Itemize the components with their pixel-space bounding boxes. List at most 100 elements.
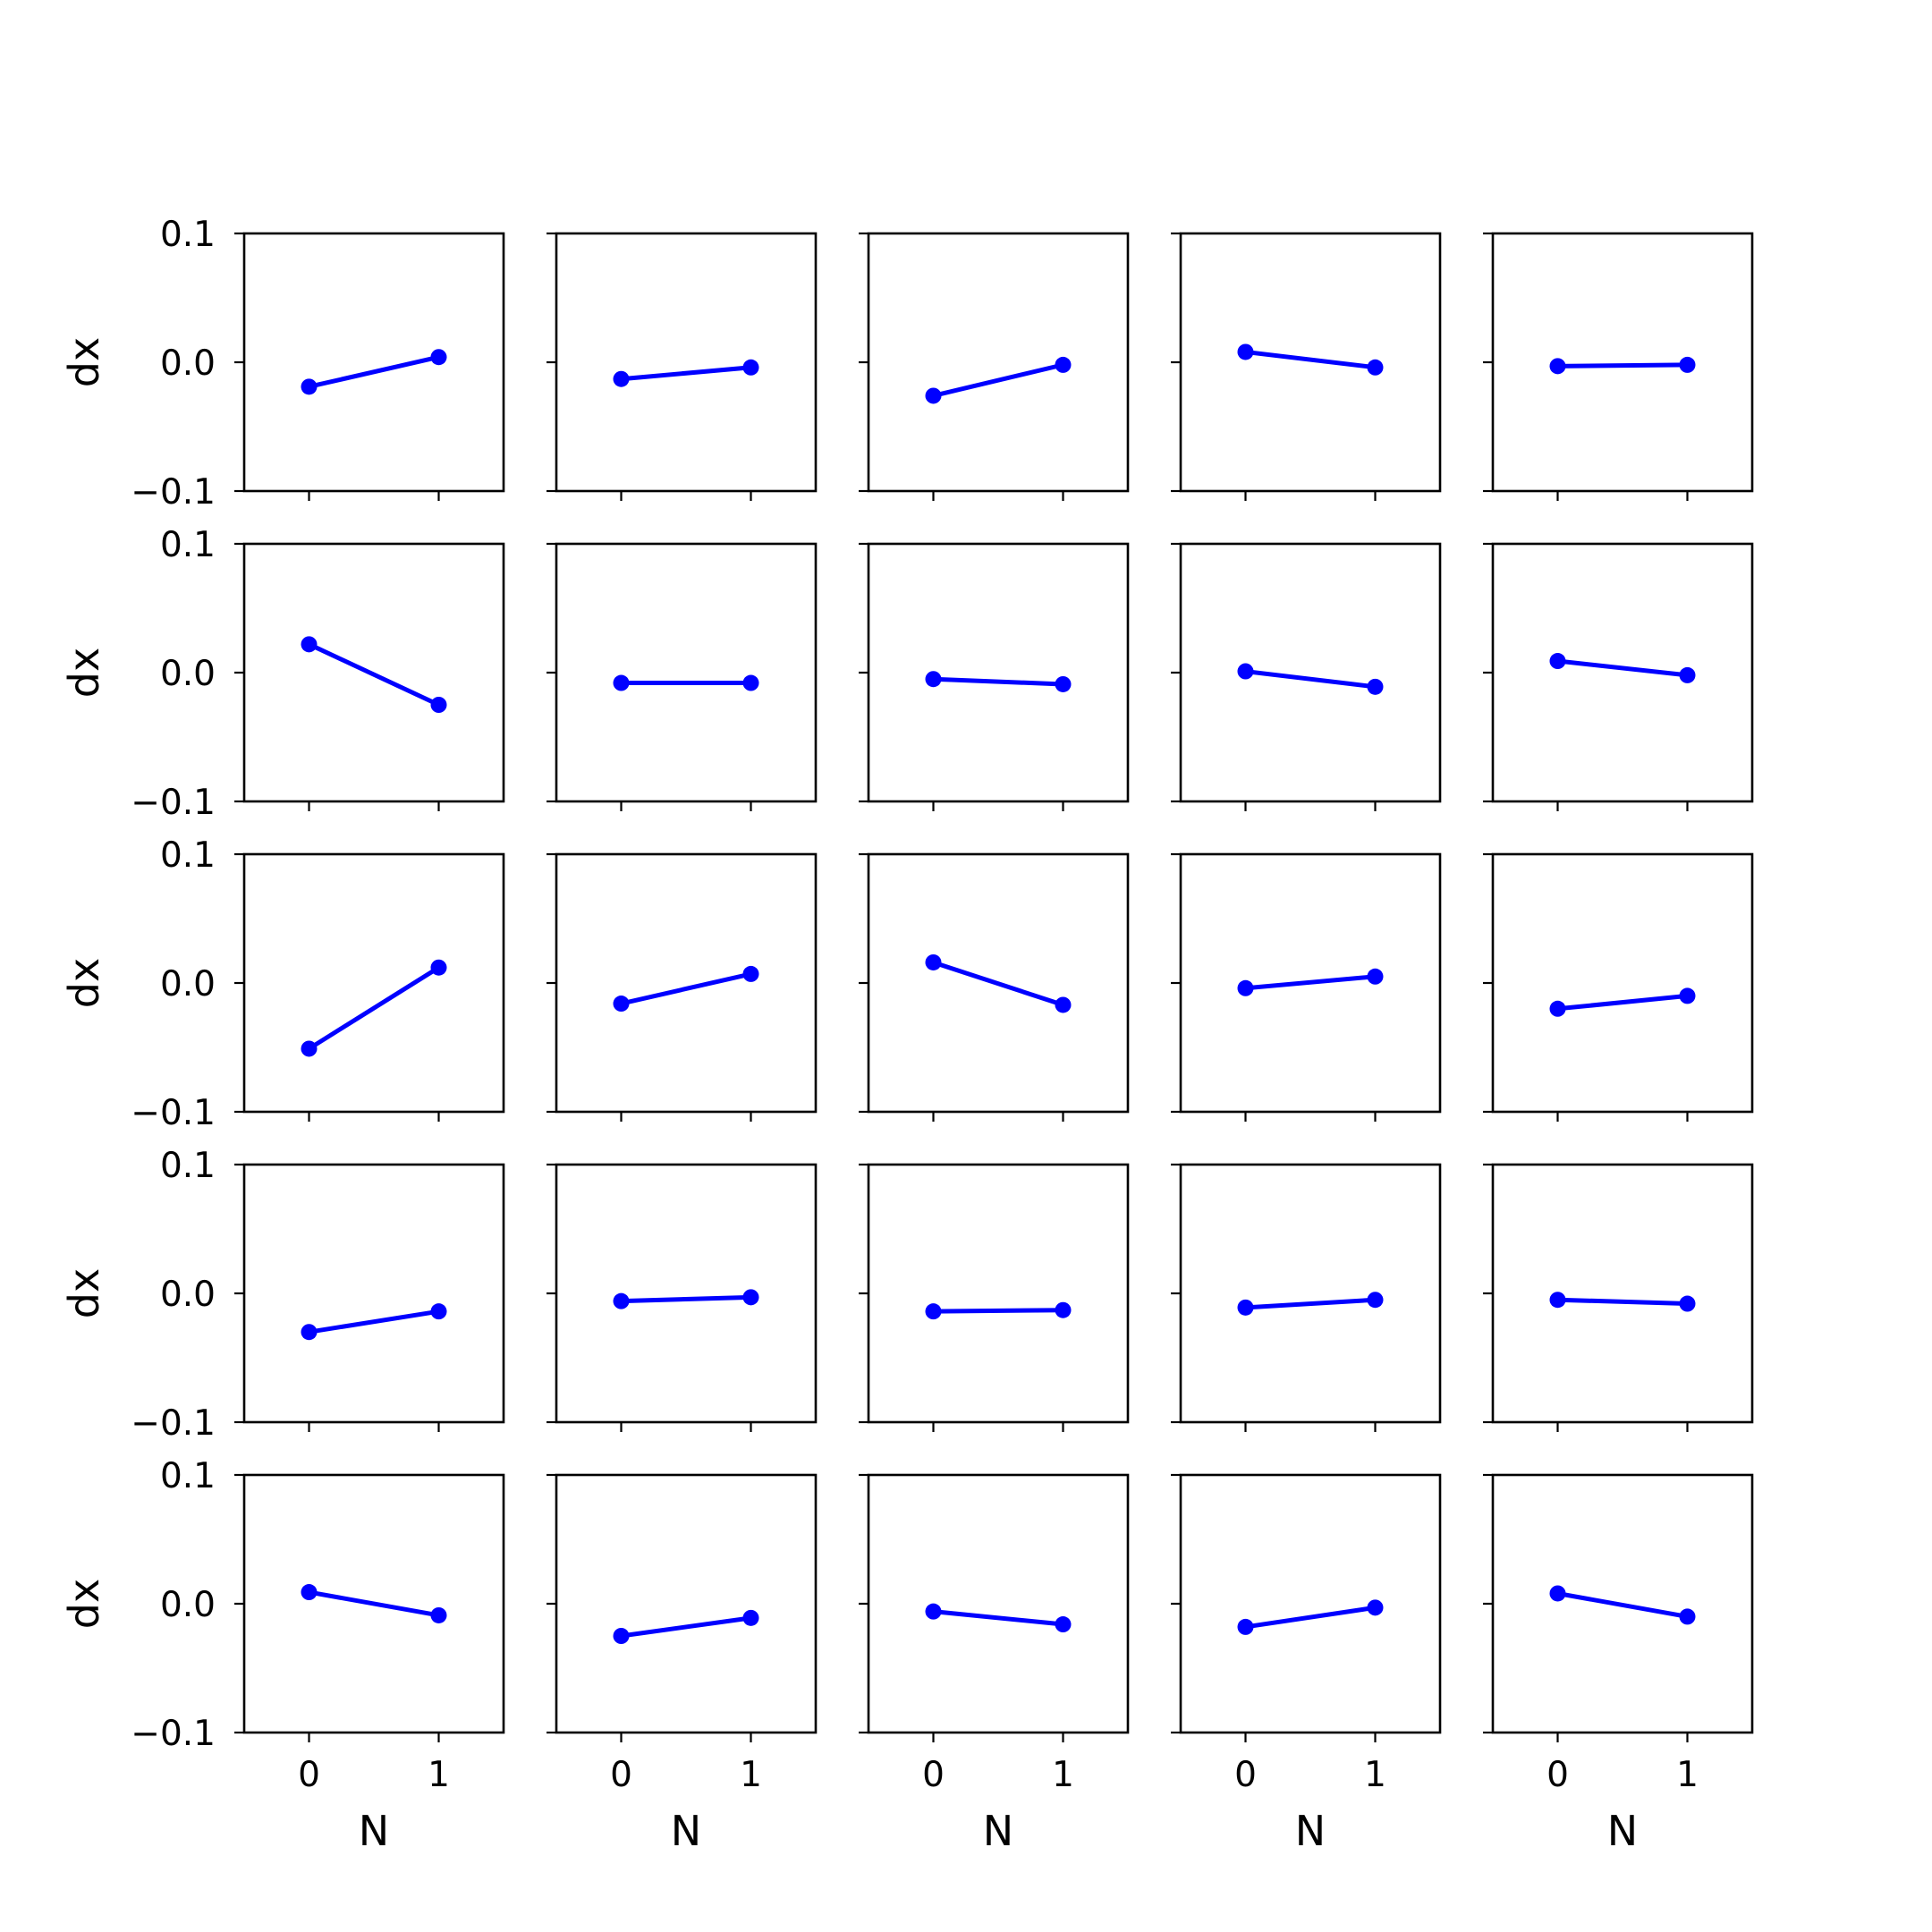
data-point	[301, 1324, 318, 1341]
series-line	[308, 965, 440, 1051]
data-point	[1549, 1292, 1566, 1309]
panel-r3-c1: 0.1 0.0 −0.1 dx	[60, 835, 505, 1133]
data-point	[613, 370, 630, 387]
axes-frame	[242, 852, 505, 1114]
data-point	[301, 1584, 318, 1601]
x-tick-label: 1	[1364, 1755, 1386, 1795]
panel-r3-c4	[1171, 852, 1442, 1122]
axes-frame	[555, 1473, 818, 1734]
data-point	[742, 965, 759, 982]
panel-r3-c2	[547, 852, 818, 1122]
panel-r2-c5	[1483, 542, 1754, 811]
series-line	[1245, 1297, 1376, 1310]
axes-frame	[867, 852, 1130, 1114]
data-point	[613, 674, 630, 691]
panel-r1-c1: 0.1 0.0 −0.1 dx	[60, 215, 505, 513]
series-line	[1245, 1605, 1376, 1630]
axes-frame	[242, 542, 505, 803]
axes-frame	[1179, 1473, 1442, 1734]
y-tick-label: −0.1	[131, 783, 216, 823]
axes-frame	[555, 542, 818, 803]
data-point	[925, 1303, 942, 1320]
axes-frame	[1179, 542, 1442, 803]
x-axis-label: N	[1295, 1807, 1326, 1855]
data-point	[1237, 663, 1254, 680]
data-point	[1237, 343, 1254, 360]
data-point	[430, 1303, 447, 1320]
panel-r1-c5	[1483, 232, 1754, 501]
series-line	[933, 1609, 1063, 1627]
y-axis-label: dx	[60, 1268, 108, 1318]
data-point	[1549, 1585, 1566, 1602]
x-tick-label: 1	[740, 1755, 762, 1795]
y-tick-label: 0.1	[160, 1456, 216, 1496]
x-axis-label: N	[1607, 1807, 1638, 1855]
panel-r4-c1: 0.1 0.0 −0.1 dx	[60, 1146, 505, 1444]
y-tick-label: 0.1	[160, 1146, 216, 1186]
data-point	[1237, 1618, 1254, 1635]
axes-frame	[1179, 232, 1442, 493]
panel-r2-c1: 0.1 0.0 −0.1 dx	[60, 525, 505, 823]
panel-r3-c3	[859, 852, 1130, 1122]
data-point	[613, 1628, 630, 1644]
series-line	[308, 354, 440, 389]
series-line	[1557, 1591, 1688, 1619]
axes-frame	[242, 1473, 505, 1734]
y-axis-label: dx	[60, 648, 108, 698]
x-axis-label: N	[671, 1807, 701, 1855]
x-tick-label: 0	[922, 1755, 945, 1795]
y-tick-label: −0.1	[131, 1714, 216, 1754]
data-point	[1679, 987, 1696, 1004]
panel-r1-c3	[859, 232, 1130, 501]
y-tick-label: 0.0	[160, 1585, 216, 1625]
data-point	[1679, 356, 1696, 373]
series-line	[621, 1615, 751, 1639]
data-point	[1679, 1295, 1696, 1312]
data-point	[1055, 1301, 1072, 1318]
x-tick-label: 0	[298, 1755, 320, 1795]
data-point	[430, 697, 447, 713]
data-point	[1549, 358, 1566, 375]
panel-r2-c3	[859, 542, 1130, 811]
data-point	[925, 671, 942, 688]
x-axis-label: N	[359, 1807, 389, 1855]
series-line	[309, 1309, 439, 1335]
y-axis-label: dx	[60, 337, 108, 387]
series-line	[1557, 1297, 1688, 1307]
series-line	[1245, 349, 1376, 370]
axes-frame	[867, 542, 1130, 803]
y-axis-label: dx	[60, 1579, 108, 1629]
data-point	[1549, 1000, 1566, 1017]
panel-r4-c2	[547, 1163, 818, 1432]
axes-frame	[1491, 232, 1754, 493]
axes-frame	[242, 232, 505, 493]
panel-r5-c3: 0 1N	[859, 1473, 1130, 1855]
y-tick-label: 0.0	[160, 343, 216, 384]
series-line	[1245, 974, 1376, 991]
data-point	[1055, 356, 1072, 373]
axes-frame	[555, 232, 818, 493]
x-tick-label: 0	[1546, 1755, 1569, 1795]
series-line	[1245, 669, 1376, 690]
axes-frame	[555, 1163, 818, 1424]
data-point	[742, 359, 759, 376]
axes-frame	[1179, 1163, 1442, 1424]
x-tick-label: 1	[1676, 1755, 1699, 1795]
panel-r4-c3	[859, 1163, 1130, 1432]
panel-r5-c4: 0 1N	[1171, 1473, 1442, 1855]
series-line	[1557, 993, 1688, 1012]
data-point	[1549, 653, 1566, 670]
y-tick-label: −0.1	[131, 1093, 216, 1133]
y-tick-label: 0.0	[160, 1275, 216, 1315]
series-line	[309, 1589, 439, 1618]
x-tick-label: 0	[1234, 1755, 1257, 1795]
panel-r4-c4	[1171, 1163, 1442, 1432]
x-axis-label: N	[983, 1807, 1013, 1855]
panel-r5-c5: 0 1N	[1483, 1473, 1754, 1855]
data-point	[1237, 1299, 1254, 1316]
data-point	[925, 387, 942, 404]
x-tick-label: 1	[1052, 1755, 1074, 1795]
data-point	[301, 1040, 318, 1057]
y-tick-label: −0.1	[131, 472, 216, 513]
data-point	[301, 636, 318, 653]
